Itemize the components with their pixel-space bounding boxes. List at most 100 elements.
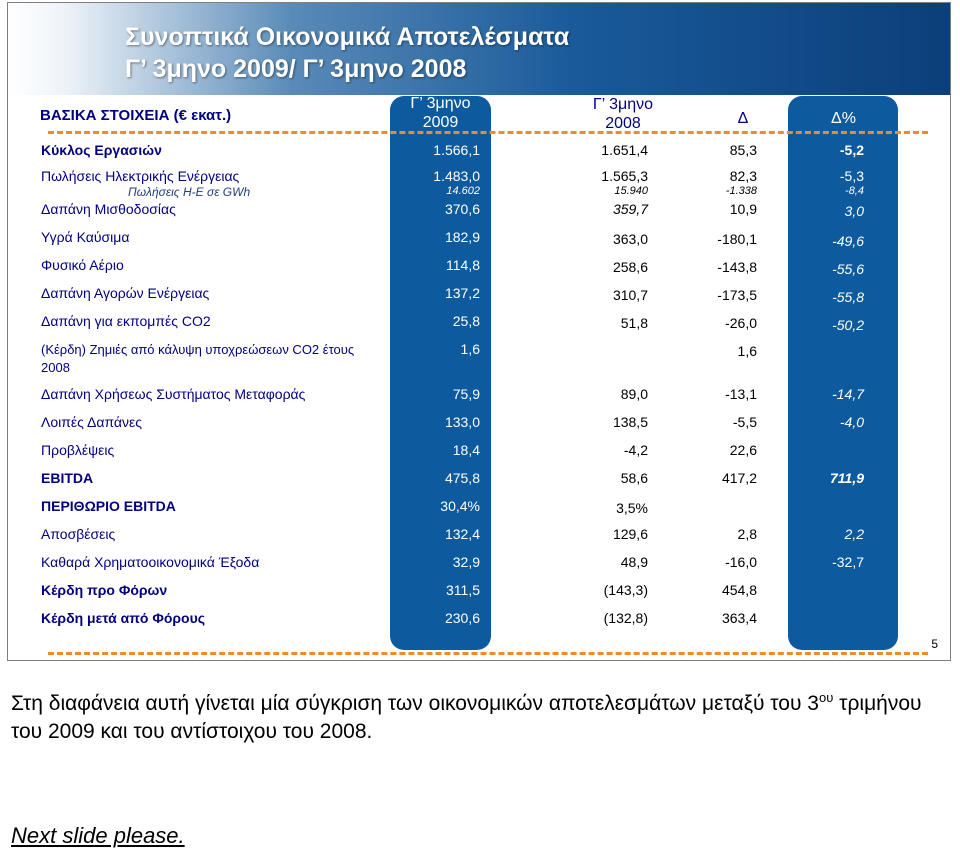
value-2009: 132,4	[444, 526, 480, 542]
column-header-q3-2009-line2: 2009	[422, 114, 459, 131]
value-2008: -4,2	[623, 442, 648, 458]
value-delta-pct: -49,6	[832, 233, 864, 249]
value-2008: 310,7	[612, 287, 648, 303]
value-delta-pct: -4,0	[839, 414, 864, 430]
value-2008: 3,5%	[616, 500, 648, 516]
value-delta: 22,6	[729, 442, 757, 458]
column-highlight-2009	[390, 96, 491, 650]
value-2009: 475,8	[444, 470, 480, 486]
page-number: 5	[931, 637, 938, 651]
row-label: Υγρά Καύσιμα	[41, 229, 130, 245]
value-delta: -13,1	[725, 386, 757, 402]
column-header-delta: Δ	[737, 110, 749, 127]
value-2008: 359,7	[612, 201, 648, 217]
value-delta-pct: -5,2	[839, 142, 864, 158]
value-delta-pct: 2,2	[844, 526, 864, 542]
row-label: (Κέρδη) Ζημιές από κάλυψη υποχρεώσεων CO…	[41, 342, 355, 375]
value-delta: 1,6	[737, 343, 757, 359]
value-delta: 417,2	[721, 470, 757, 486]
value-delta-pct: 3,0	[844, 203, 864, 219]
value-delta-pct: -14,7	[832, 386, 864, 402]
value-2009: 1,6	[460, 341, 480, 357]
row-label: EBITDA	[41, 470, 94, 486]
row-label: Δαπάνη Μισθοδοσίας	[41, 201, 176, 217]
value-delta: -16,0	[725, 554, 757, 570]
value-2008: 363,0	[612, 231, 648, 247]
value-delta: -1.338	[725, 185, 757, 197]
speaker-note-superscript: ου	[819, 690, 834, 705]
value-2009: 32,9	[452, 554, 480, 570]
value-delta: -173,5	[717, 287, 757, 303]
next-slide-prompt: Next slide please.	[11, 823, 185, 848]
value-2008: 1.651,4	[601, 142, 648, 158]
header-divider	[48, 131, 928, 134]
speaker-note-text-2: τριμήνου του 2009 και του αντίστοιχου το…	[11, 692, 922, 743]
row-label: Προβλέψεις	[41, 442, 115, 458]
value-2009: 1.483,0	[433, 168, 480, 184]
value-delta: -5,5	[732, 414, 757, 430]
value-2009: 133,0	[444, 414, 480, 430]
value-delta-pct: -8,4	[845, 185, 864, 197]
value-2009: 1.566,1	[433, 142, 480, 158]
value-2009: 370,6	[444, 201, 480, 217]
footer-divider	[48, 652, 928, 655]
value-delta: 82,3	[729, 168, 757, 184]
value-delta-pct: -55,8	[832, 289, 864, 305]
value-delta-pct: -5,3	[839, 168, 864, 184]
value-delta-pct: -55,6	[832, 261, 864, 277]
value-2008: 129,6	[612, 526, 648, 542]
value-2008: 15.940	[614, 185, 648, 197]
value-delta: 85,3	[729, 142, 757, 158]
speaker-note: Στη διαφάνεια αυτή γίνεται μία σύγκριση …	[11, 684, 941, 746]
value-2009: 25,8	[452, 313, 480, 329]
value-2008: (143,3)	[603, 582, 648, 598]
value-2008: 89,0	[620, 386, 648, 402]
column-header-q3-2008: Γ’ 3μηνο 2008	[568, 95, 678, 133]
value-2008: (132,8)	[603, 610, 648, 626]
slide-subtitle: Γ’ 3μηνο 2009/ Γ’ 3μηνο 2008	[125, 55, 467, 83]
value-2008: 48,9	[620, 554, 648, 570]
value-delta: -26,0	[725, 315, 757, 331]
row-label: Φυσικό Αέριο	[41, 257, 124, 273]
speaker-note-text: Στη διαφάνεια αυτή γίνεται μία σύγκριση …	[11, 692, 819, 715]
column-header-q3-2009: Γ’ 3μηνο 2009	[391, 94, 490, 132]
row-label: Αποσβέσεις	[41, 526, 116, 542]
row-label: Πωλήσεις Η-Ε σε GWh	[128, 185, 251, 199]
slide-header: Συνοπτικά Οικονομικά Αποτελέσματα Γ’ 3μη…	[8, 3, 950, 95]
value-2009: 114,8	[446, 257, 480, 273]
value-2008: 138,5	[612, 414, 648, 430]
value-delta-pct: 711,9	[830, 470, 864, 486]
value-2008: 58,6	[620, 470, 648, 486]
row-label: Κέρδη προ Φόρων	[41, 582, 168, 598]
column-header-q3-2008-line2: 2008	[605, 115, 641, 132]
column-header-label: ΒΑΣΙΚΑ ΣΤΟΙΧΕΙΑ (€ εκατ.)	[40, 107, 232, 124]
value-delta: -143,8	[717, 259, 757, 275]
row-label: ΠΕΡΙΘΩΡΙΟ EBITDA	[41, 498, 176, 514]
value-delta: 363,4	[721, 610, 757, 626]
row-label: Δαπάνη για εκπομπές CO2	[41, 313, 211, 329]
value-2009: 18,4	[452, 442, 480, 458]
slide: Συνοπτικά Οικονομικά Αποτελέσματα Γ’ 3μη…	[7, 2, 951, 661]
value-2009: 30,4%	[440, 498, 480, 514]
value-delta: 2,8	[737, 526, 757, 542]
value-delta: 10,9	[729, 201, 757, 217]
column-header-delta-pct: Δ%	[831, 110, 856, 127]
row-label: Λοιπές Δαπάνες	[41, 414, 143, 430]
row-label: Δαπάνη Χρήσεως Συστήματος Μεταφοράς	[41, 386, 306, 402]
column-highlight-delta-pct	[788, 96, 898, 650]
slide-title: Συνοπτικά Οικονομικά Αποτελέσματα	[125, 23, 570, 51]
value-2009: 182,9	[444, 229, 480, 245]
value-2009: 230,6	[444, 610, 480, 626]
row-label: Πωλήσεις Ηλεκτρικής Ενέργειας	[41, 168, 240, 184]
value-delta: 454,8	[721, 582, 757, 598]
value-delta-pct: -50,2	[832, 317, 864, 333]
row-label: Δαπάνη Αγορών Ενέργειας	[41, 285, 210, 301]
column-header-q3-2008-line1: Γ’ 3μηνο	[592, 96, 654, 113]
value-2009: 311,5	[446, 582, 480, 598]
value-2008: 51,8	[620, 315, 648, 331]
column-header-q3-2009-line1: Γ’ 3μηνο	[410, 95, 471, 112]
value-2009: 75,9	[452, 386, 480, 402]
value-2009: 14.602	[446, 185, 480, 197]
row-label: Καθαρά Χρηματοοικονομικά Έξοδα	[41, 554, 260, 570]
value-2008: 1.565,3	[601, 168, 648, 184]
